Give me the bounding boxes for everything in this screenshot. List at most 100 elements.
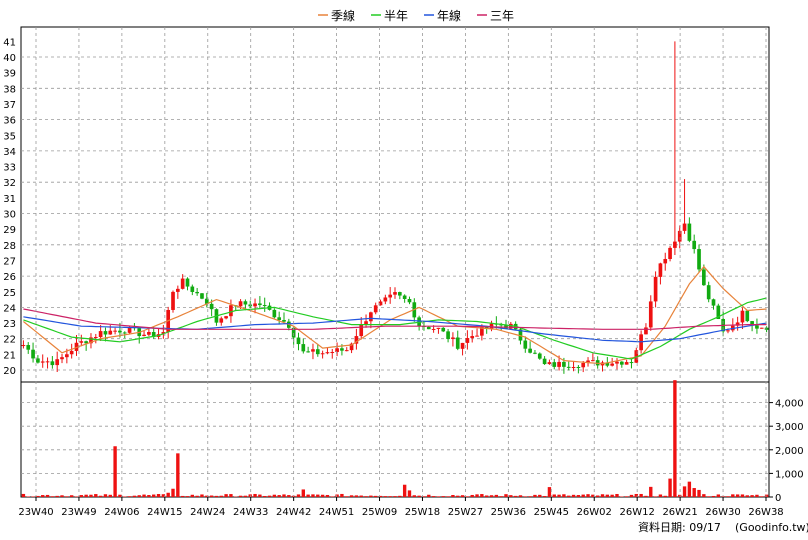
volume-tick-label: 3,000 bbox=[775, 422, 804, 433]
volume-bar bbox=[509, 495, 513, 497]
volume-bar bbox=[542, 496, 547, 497]
candle-body bbox=[103, 331, 108, 335]
volume-bar bbox=[253, 493, 257, 497]
candle-body bbox=[26, 345, 31, 350]
volume-bar bbox=[195, 495, 199, 497]
candle-body bbox=[682, 223, 687, 231]
volume-bar bbox=[692, 488, 696, 497]
volume-bar bbox=[480, 494, 484, 497]
candle-body bbox=[330, 352, 335, 354]
candle-body bbox=[113, 330, 117, 332]
volume-bar bbox=[533, 494, 537, 497]
footer-source: (Goodinfo.tw) bbox=[735, 521, 808, 534]
candle-body bbox=[185, 278, 190, 287]
volume-bar bbox=[731, 494, 735, 497]
volume-bar bbox=[369, 495, 373, 497]
volume-bar bbox=[764, 494, 769, 497]
candle-body bbox=[21, 345, 26, 347]
candle-body bbox=[755, 325, 759, 329]
candle-body bbox=[658, 263, 663, 277]
candle-body bbox=[344, 350, 349, 352]
candle-body bbox=[243, 301, 248, 305]
legend-label: 季線 bbox=[331, 8, 355, 23]
volume-bar bbox=[499, 496, 503, 497]
volume-bar bbox=[200, 494, 204, 497]
candle-body bbox=[417, 317, 421, 326]
candle-body bbox=[301, 344, 306, 352]
candle-body bbox=[465, 338, 470, 343]
candle-body bbox=[31, 349, 35, 359]
candle-body bbox=[735, 322, 740, 326]
volume-bar bbox=[166, 492, 170, 497]
volume-tick-label: 1,000 bbox=[775, 469, 804, 480]
volume-frame bbox=[20, 381, 770, 498]
candle-body bbox=[668, 247, 672, 259]
volume-bar bbox=[407, 490, 412, 497]
volume-bar bbox=[214, 495, 219, 497]
volume-bar bbox=[31, 496, 35, 497]
volume-bar bbox=[485, 495, 489, 497]
price-tick-label: 40 bbox=[3, 53, 16, 64]
candle-body bbox=[60, 357, 64, 360]
volume-bar bbox=[156, 494, 161, 497]
volume-bar bbox=[750, 495, 754, 497]
candle-body bbox=[55, 359, 60, 366]
candle-body bbox=[84, 341, 88, 344]
volume-bar bbox=[316, 494, 320, 497]
candle-body bbox=[562, 361, 566, 367]
x-tick-label: 23W49 bbox=[61, 507, 96, 518]
candle-body bbox=[508, 323, 513, 329]
volume-bar bbox=[470, 494, 474, 497]
volume-bar bbox=[69, 495, 74, 497]
volume-bar bbox=[649, 486, 653, 497]
price-tick-label: 24 bbox=[3, 303, 16, 314]
volume-tick-label: 0 bbox=[775, 493, 781, 504]
candle-body bbox=[615, 361, 619, 364]
volume-bar bbox=[552, 494, 556, 497]
volume-bar bbox=[113, 446, 117, 497]
candle-body bbox=[566, 366, 571, 368]
volume-bar bbox=[706, 496, 711, 497]
candle-body bbox=[533, 352, 537, 354]
candle-body bbox=[378, 301, 383, 306]
volume-bar bbox=[557, 494, 561, 497]
candle-body bbox=[726, 330, 730, 332]
volume-bar bbox=[518, 495, 523, 497]
candle-body bbox=[262, 305, 267, 307]
candle-body bbox=[648, 301, 653, 328]
candle-body bbox=[687, 223, 692, 241]
candle-body bbox=[460, 342, 465, 349]
x-tick-label: 25W45 bbox=[534, 507, 569, 518]
volume-bar bbox=[74, 496, 79, 497]
volume-bar bbox=[629, 494, 634, 497]
candle-body bbox=[118, 330, 122, 333]
volume-bar bbox=[26, 496, 30, 497]
candle-body bbox=[190, 286, 195, 292]
candle-body bbox=[745, 310, 750, 322]
volume-bar bbox=[716, 494, 721, 497]
volume-bar bbox=[547, 487, 552, 497]
price-tick-label: 38 bbox=[3, 84, 16, 95]
candle-body bbox=[542, 358, 547, 365]
candle-body bbox=[320, 353, 325, 355]
volume-bar bbox=[277, 495, 281, 497]
volume-bar bbox=[45, 494, 50, 497]
volume-bar bbox=[79, 495, 84, 497]
volume-bar bbox=[634, 493, 638, 497]
x-tick-label: 24W15 bbox=[147, 507, 182, 518]
x-tick-label: 26W02 bbox=[577, 507, 612, 518]
volume-bar bbox=[349, 495, 354, 497]
volume-bar bbox=[456, 495, 460, 497]
volume-bar bbox=[340, 493, 344, 497]
price-tick-label: 41 bbox=[3, 37, 16, 48]
volume-bar bbox=[586, 494, 590, 497]
candles bbox=[21, 41, 769, 374]
candle-body bbox=[219, 318, 224, 323]
volume-bar bbox=[118, 494, 122, 497]
volume-bar bbox=[475, 494, 479, 497]
volume-bar bbox=[755, 494, 759, 497]
candle-body bbox=[677, 230, 682, 242]
candle-body bbox=[127, 327, 132, 333]
price-tick-label: 39 bbox=[3, 69, 16, 80]
price-tick-label: 26 bbox=[3, 272, 16, 283]
